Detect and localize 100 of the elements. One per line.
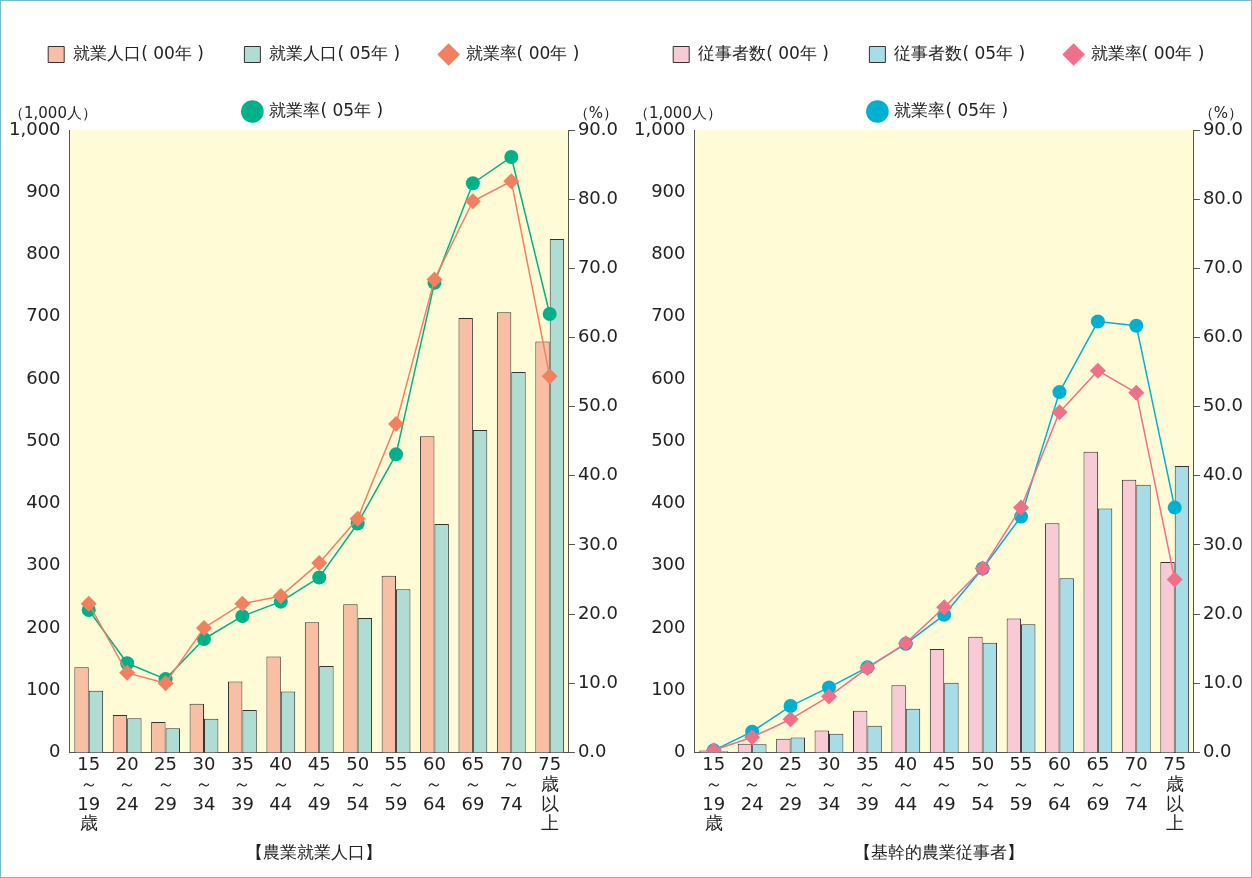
text: 【基幹的農業従事者】 bbox=[853, 842, 1024, 863]
x-tick-label: 45～49 bbox=[932, 752, 956, 814]
y-tick-label: 600 bbox=[26, 366, 61, 388]
point bbox=[349, 510, 366, 527]
x-tick-label: 75歳以上 bbox=[538, 752, 562, 834]
x-tick-label: 55～59 bbox=[1009, 752, 1033, 814]
point bbox=[388, 415, 405, 432]
legend-label: 従事者数( 00年 ) bbox=[698, 42, 829, 63]
y2-tick-label: 20.0 bbox=[1202, 601, 1243, 623]
point bbox=[1128, 384, 1145, 401]
point bbox=[80, 595, 97, 612]
y2-tick-label: 80.0 bbox=[577, 186, 618, 208]
point bbox=[1052, 385, 1067, 400]
x-tick-label: 40～44 bbox=[894, 752, 918, 814]
legend-label: 就業率( 00年 ) bbox=[1090, 42, 1205, 63]
y2-tick-label: 30.0 bbox=[577, 532, 618, 554]
point bbox=[744, 729, 761, 746]
y2-tick-label: 40.0 bbox=[577, 463, 618, 485]
point bbox=[235, 609, 250, 624]
point bbox=[1166, 571, 1183, 588]
x-tick-label: 45～49 bbox=[307, 752, 331, 814]
legend-label: 就業人口( 00年 ) bbox=[73, 42, 204, 63]
point bbox=[504, 149, 519, 164]
y2-tick-label: 10.0 bbox=[1202, 670, 1243, 692]
point bbox=[1013, 499, 1030, 516]
point bbox=[234, 595, 251, 612]
y-tick-label: 700 bbox=[651, 304, 686, 326]
x-tick-label: 65～69 bbox=[1086, 752, 1110, 814]
y-tick-label: 500 bbox=[26, 428, 61, 450]
y2-tick-label: 20.0 bbox=[577, 601, 618, 623]
x-tick-label: 20～24 bbox=[115, 752, 139, 814]
legend-label: 就業率( 05年 ) bbox=[269, 99, 384, 120]
x-tick-label: 25～29 bbox=[779, 752, 803, 814]
point bbox=[465, 176, 480, 191]
point bbox=[119, 664, 136, 681]
y-tick-label: 100 bbox=[26, 677, 61, 699]
x-tick-label: 60～64 bbox=[1048, 752, 1071, 814]
point bbox=[541, 368, 558, 385]
y-axis-title: （1,000人） bbox=[634, 104, 722, 123]
point bbox=[503, 173, 520, 190]
y2-tick-label: 50.0 bbox=[577, 394, 618, 416]
y2-tick-label: 0.0 bbox=[1202, 740, 1232, 762]
y-tick-label: 900 bbox=[26, 179, 61, 201]
y-tick-label: 900 bbox=[651, 179, 686, 201]
y2-tick-label: 60.0 bbox=[577, 325, 618, 347]
point bbox=[1167, 500, 1182, 515]
y-tick-label: 100 bbox=[651, 677, 686, 699]
legend-label: 就業率( 05年 ) bbox=[894, 99, 1009, 120]
point bbox=[312, 570, 327, 585]
y-axis-title: （1,000人） bbox=[9, 104, 97, 123]
point bbox=[464, 193, 481, 210]
y2-tick-label: 80.0 bbox=[1202, 186, 1243, 208]
y-tick-label: 300 bbox=[26, 553, 61, 575]
legend-label: 就業人口( 05年 ) bbox=[269, 42, 401, 63]
y2-tick-label: 0.0 bbox=[577, 740, 607, 762]
x-tick-label: 35～39 bbox=[855, 752, 879, 814]
point bbox=[157, 675, 174, 692]
x-tick-label: 20～24 bbox=[740, 752, 764, 814]
y-tick-label: 200 bbox=[26, 615, 61, 637]
x-tick-label: 25～29 bbox=[154, 752, 178, 814]
y-tick-label: 800 bbox=[26, 242, 61, 264]
point bbox=[1129, 318, 1144, 333]
x-tick-label: 15～19歳 bbox=[702, 752, 726, 834]
x-tick-label: 60～64 bbox=[423, 752, 446, 814]
y-tick-label: 700 bbox=[26, 304, 61, 326]
y-tick-label: 0 bbox=[49, 740, 61, 762]
x-tick-label: 30～34 bbox=[817, 752, 841, 814]
y2-tick-label: 50.0 bbox=[1202, 394, 1243, 416]
y-tick-label: 600 bbox=[651, 366, 686, 388]
x-tick-label: 30～34 bbox=[192, 752, 216, 814]
point bbox=[195, 619, 212, 636]
point bbox=[426, 271, 443, 288]
text: 【農業就業人口】 bbox=[245, 842, 382, 863]
point bbox=[272, 588, 289, 605]
x-tick-label: 70～74 bbox=[499, 752, 523, 814]
legend-label: 就業率( 00年 ) bbox=[465, 42, 580, 63]
y-tick-label: 0 bbox=[674, 740, 686, 762]
point bbox=[389, 447, 404, 462]
x-tick-label: 70～74 bbox=[1124, 752, 1148, 814]
x-tick-label: 35～39 bbox=[230, 752, 254, 814]
x-tick-label: 65～69 bbox=[461, 752, 485, 814]
x-tick-label: 40～44 bbox=[269, 752, 293, 814]
point bbox=[783, 699, 798, 714]
y-tick-label: 500 bbox=[651, 428, 686, 450]
y2-tick-label: 60.0 bbox=[1202, 325, 1243, 347]
x-tick-label: 50～54 bbox=[971, 752, 995, 814]
y-tick-label: 800 bbox=[651, 242, 686, 264]
y-tick-label: 300 bbox=[651, 553, 686, 575]
y2-tick-label: 70.0 bbox=[1202, 255, 1243, 277]
x-tick-label: 15～19歳 bbox=[77, 752, 101, 834]
x-tick-label: 50～54 bbox=[346, 752, 370, 814]
point bbox=[1051, 404, 1068, 421]
y-tick-label: 400 bbox=[651, 491, 686, 513]
x-tick-label: 55～59 bbox=[384, 752, 408, 814]
point bbox=[542, 306, 557, 321]
x-tick-label: 75歳以上 bbox=[1163, 752, 1187, 834]
legend-label: 従事者数( 05年 ) bbox=[894, 42, 1026, 63]
y2-tick-label: 10.0 bbox=[577, 670, 618, 692]
point bbox=[782, 711, 799, 728]
point bbox=[1089, 362, 1106, 379]
